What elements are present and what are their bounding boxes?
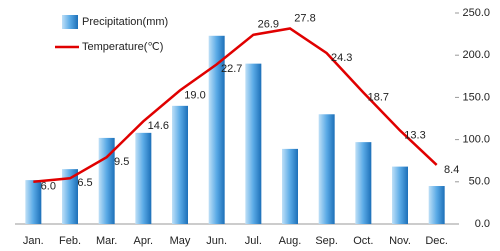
line (33, 27, 438, 184)
x-tick-label: Nov. (389, 235, 411, 247)
legend-label: Precipitation(mm) (82, 16, 168, 28)
data-label: 26.9 (258, 19, 279, 31)
bar (428, 186, 445, 224)
x-tick-label: Mar. (96, 235, 117, 247)
x-tick-label: Dec. (425, 235, 448, 247)
bar (172, 105, 188, 224)
data-label: 22.7 (221, 63, 242, 75)
data-label: 19.0 (184, 89, 205, 101)
y2-tick-label: 150.0 (462, 91, 490, 103)
bar (282, 148, 298, 224)
x-tick-label: Jul. (245, 235, 262, 247)
data-label: 13.3 (404, 129, 425, 141)
x-tick-label: Apr. (134, 235, 154, 247)
x-tick-label: Jan. (23, 235, 44, 247)
legend-label: Temperature(℃) (82, 41, 163, 53)
data-label: 8.4 (444, 164, 459, 176)
bar (318, 114, 335, 224)
x-tick-label: Oct. (353, 235, 373, 247)
y2-tick-label: 200.0 (462, 49, 490, 61)
data-label: 6.5 (77, 177, 92, 189)
bar (25, 180, 42, 224)
data-label: 24.3 (331, 52, 352, 64)
x-tick-label: Aug. (279, 235, 302, 247)
x-tick-label: Feb. (59, 235, 81, 247)
data-label: 6.0 (41, 181, 56, 193)
data-label: 18.7 (368, 91, 389, 103)
bar (355, 142, 372, 224)
y2-tick-label: 100.0 (462, 134, 490, 146)
bar (208, 35, 225, 225)
y2-tick-label: 250.0 (462, 7, 490, 19)
data-label: 14.6 (148, 120, 169, 132)
y2-tick-label: 0.0 (475, 218, 490, 230)
bar (135, 132, 152, 224)
bar (392, 166, 408, 224)
x-tick-label: Jun. (206, 235, 227, 247)
bar (62, 169, 78, 224)
data-label: 9.5 (114, 156, 129, 168)
y2-tick-label: 50.0 (469, 176, 490, 188)
bar (245, 63, 262, 224)
x-tick-label: May (170, 235, 191, 247)
data-label: 27.8 (294, 12, 315, 24)
legend-swatch (62, 15, 78, 29)
x-tick-label: Sep. (315, 235, 338, 247)
